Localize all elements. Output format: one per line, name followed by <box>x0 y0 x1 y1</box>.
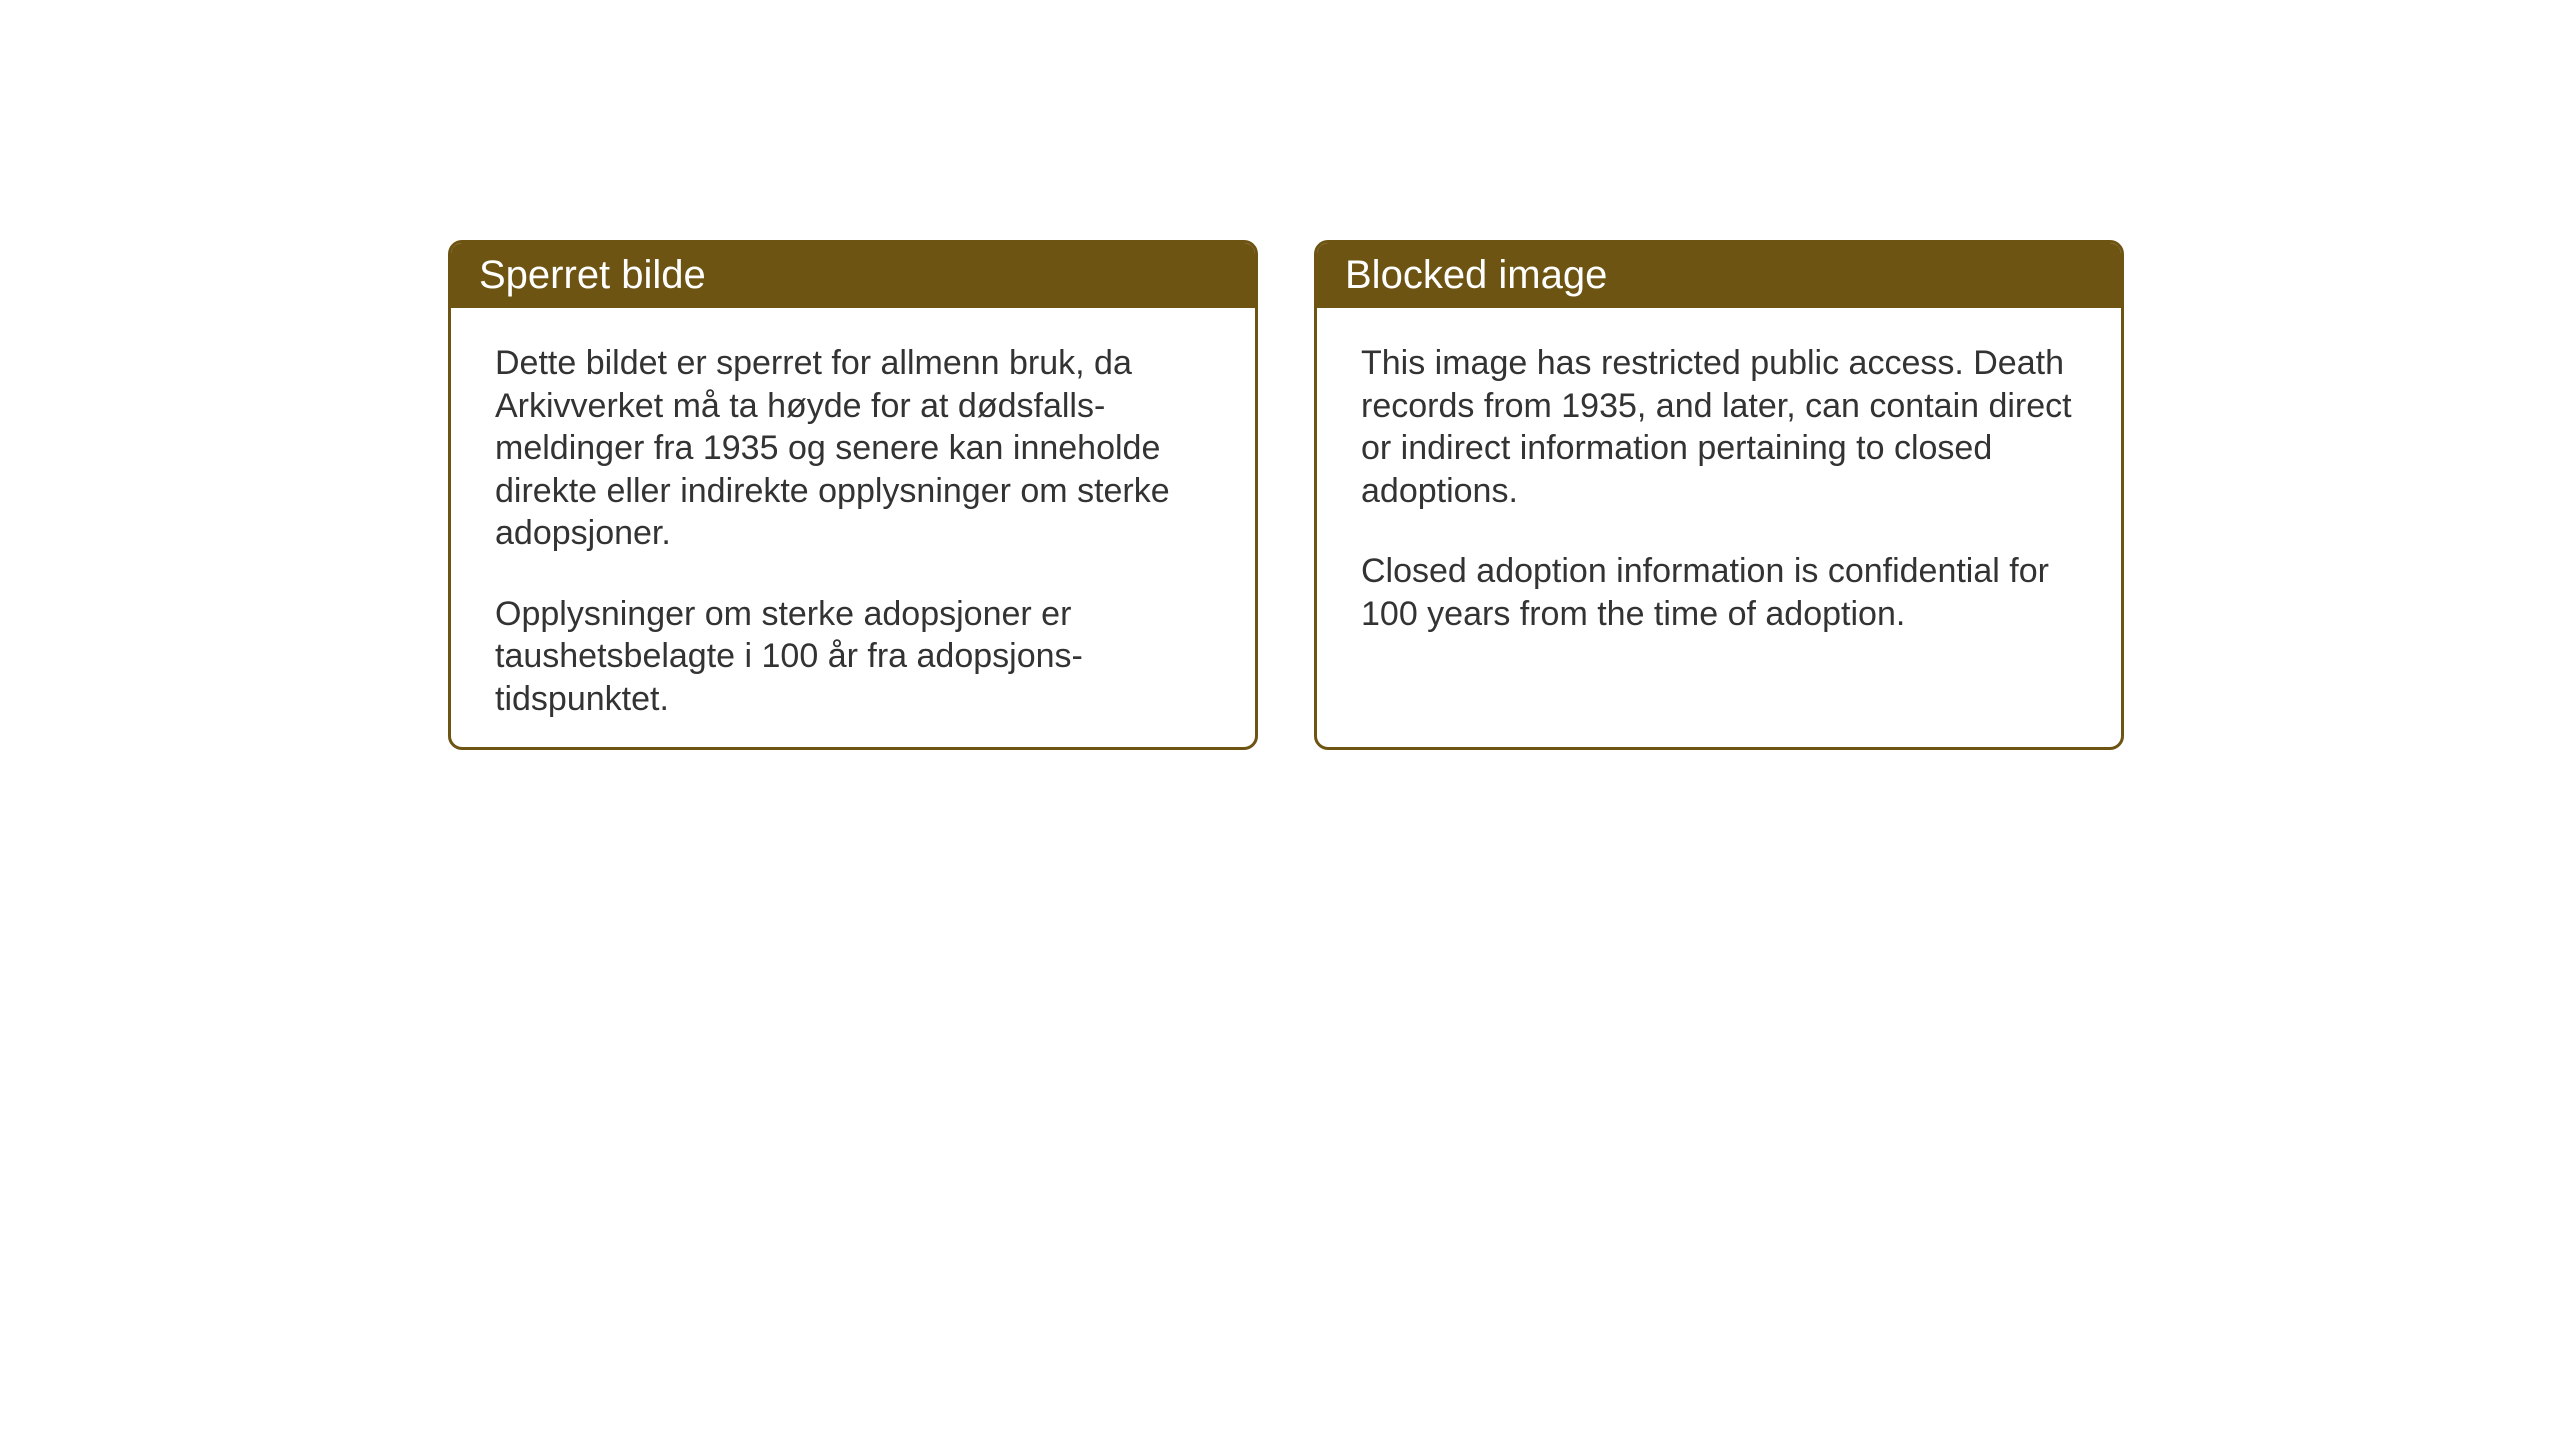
card-norwegian: Sperret bilde Dette bildet er sperret fo… <box>448 240 1258 750</box>
card-english-header: Blocked image <box>1317 243 2121 308</box>
card-english: Blocked image This image has restricted … <box>1314 240 2124 750</box>
card-norwegian-body: Dette bildet er sperret for allmenn bruk… <box>451 308 1255 750</box>
card-english-paragraph1: This image has restricted public access.… <box>1361 342 2077 512</box>
card-english-body: This image has restricted public access.… <box>1317 308 2121 669</box>
card-norwegian-header: Sperret bilde <box>451 243 1255 308</box>
cards-container: Sperret bilde Dette bildet er sperret fo… <box>448 240 2124 750</box>
card-english-title: Blocked image <box>1345 253 1607 297</box>
card-norwegian-paragraph1: Dette bildet er sperret for allmenn bruk… <box>495 342 1211 555</box>
card-english-paragraph2: Closed adoption information is confident… <box>1361 550 2077 635</box>
card-norwegian-paragraph2: Opplysninger om sterke adopsjoner er tau… <box>495 593 1211 721</box>
card-norwegian-title: Sperret bilde <box>479 253 706 297</box>
